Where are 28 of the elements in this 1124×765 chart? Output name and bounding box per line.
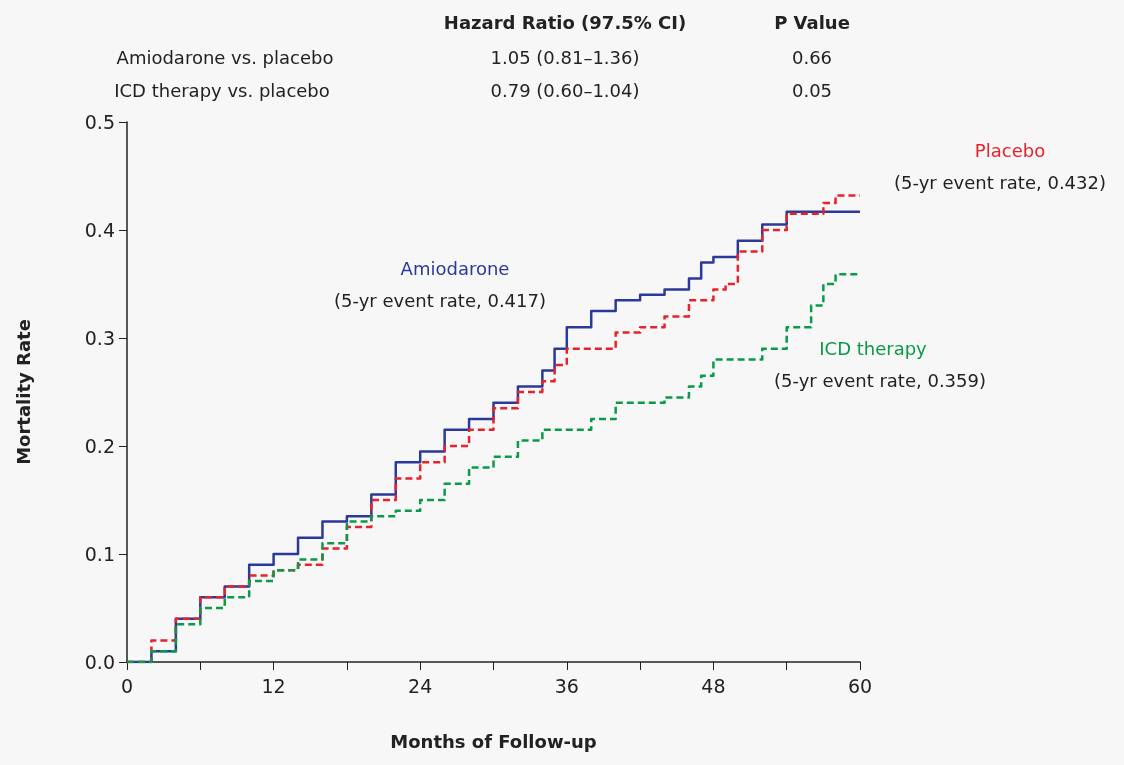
text: 0.66 <box>791 46 833 68</box>
x-tick-label: 24 <box>408 674 433 697</box>
x-tick-label: 60 <box>847 674 873 697</box>
y-tick-label: 0.1 <box>84 543 115 565</box>
text: Amiodarone vs. placebo <box>116 46 334 68</box>
y-tick-label: 0.3 <box>84 327 115 349</box>
text: (5-yr event rate, 0.432) <box>894 171 1106 193</box>
text: P Value <box>774 11 850 33</box>
x-tick-label: 48 <box>701 674 726 697</box>
y-tick-label: 0.0 <box>84 651 115 673</box>
text: 0.05 <box>791 79 833 101</box>
text: Hazard Ratio (97.5% CI) <box>443 11 687 33</box>
x-axis-title: Months of Follow-up <box>390 730 597 752</box>
y-tick-label: 0.4 <box>84 219 115 241</box>
series-label: ICD therapy <box>819 337 928 359</box>
x-tick-label: 36 <box>554 674 579 697</box>
text: Amiodarone <box>400 257 510 279</box>
x-tick-label: 0 <box>120 674 134 697</box>
text: ICD therapy vs. placebo <box>114 79 330 101</box>
text: 1.05 (0.81–1.36) <box>490 46 640 68</box>
annotation: (5-yr event rate, 0.359) <box>774 369 986 391</box>
text: 0.79 (0.60–1.04) <box>490 79 640 101</box>
annotation: (5-yr event rate, 0.417) <box>334 289 546 311</box>
y-tick-label: 0.2 <box>84 435 115 457</box>
y-tick-label: 0.5 <box>84 111 115 133</box>
x-tick-label: 12 <box>261 674 286 697</box>
y-axis-title: Mortality Rate <box>12 319 34 465</box>
text: Placebo <box>974 139 1046 161</box>
